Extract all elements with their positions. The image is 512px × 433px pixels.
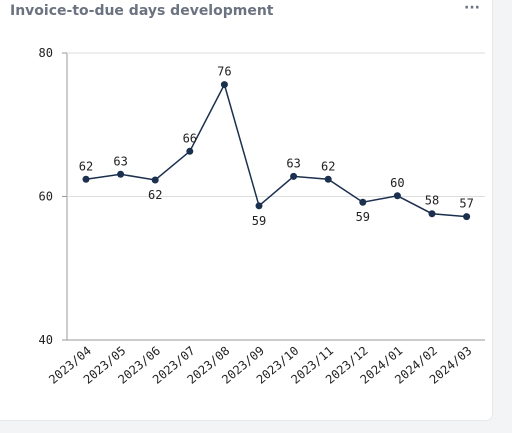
point (220, 81, 228, 89)
data-label: 66 (183, 131, 197, 145)
data-label: 62 (321, 159, 335, 173)
y-tick-label: 60 (39, 190, 53, 204)
point (151, 176, 159, 184)
data-label: 57 (459, 197, 473, 211)
point (186, 147, 194, 155)
data-label: 59 (356, 210, 370, 224)
menu-button[interactable]: ··· (464, 0, 480, 16)
data-label: 63 (113, 154, 127, 168)
point (393, 192, 401, 200)
data-label: 62 (79, 159, 93, 173)
data-label: 58 (425, 194, 439, 208)
data-label: 76 (217, 65, 231, 79)
y-tick-label: 80 (39, 46, 53, 60)
point (290, 172, 298, 180)
point (117, 170, 125, 178)
data-label: 60 (390, 176, 404, 190)
point (82, 175, 90, 183)
point (255, 202, 263, 210)
line (85, 82, 467, 218)
card: Invoice-to-due days development ··· (0, 0, 492, 420)
data-label: 59 (252, 214, 266, 228)
data-label: 63 (286, 156, 300, 170)
point (324, 175, 332, 183)
point (463, 213, 471, 221)
chart-title: Invoice-to-due days development (10, 3, 274, 19)
point (359, 198, 367, 206)
data-label: 62 (148, 188, 162, 202)
point (428, 210, 436, 218)
y-tick-label: 40 (39, 333, 53, 347)
